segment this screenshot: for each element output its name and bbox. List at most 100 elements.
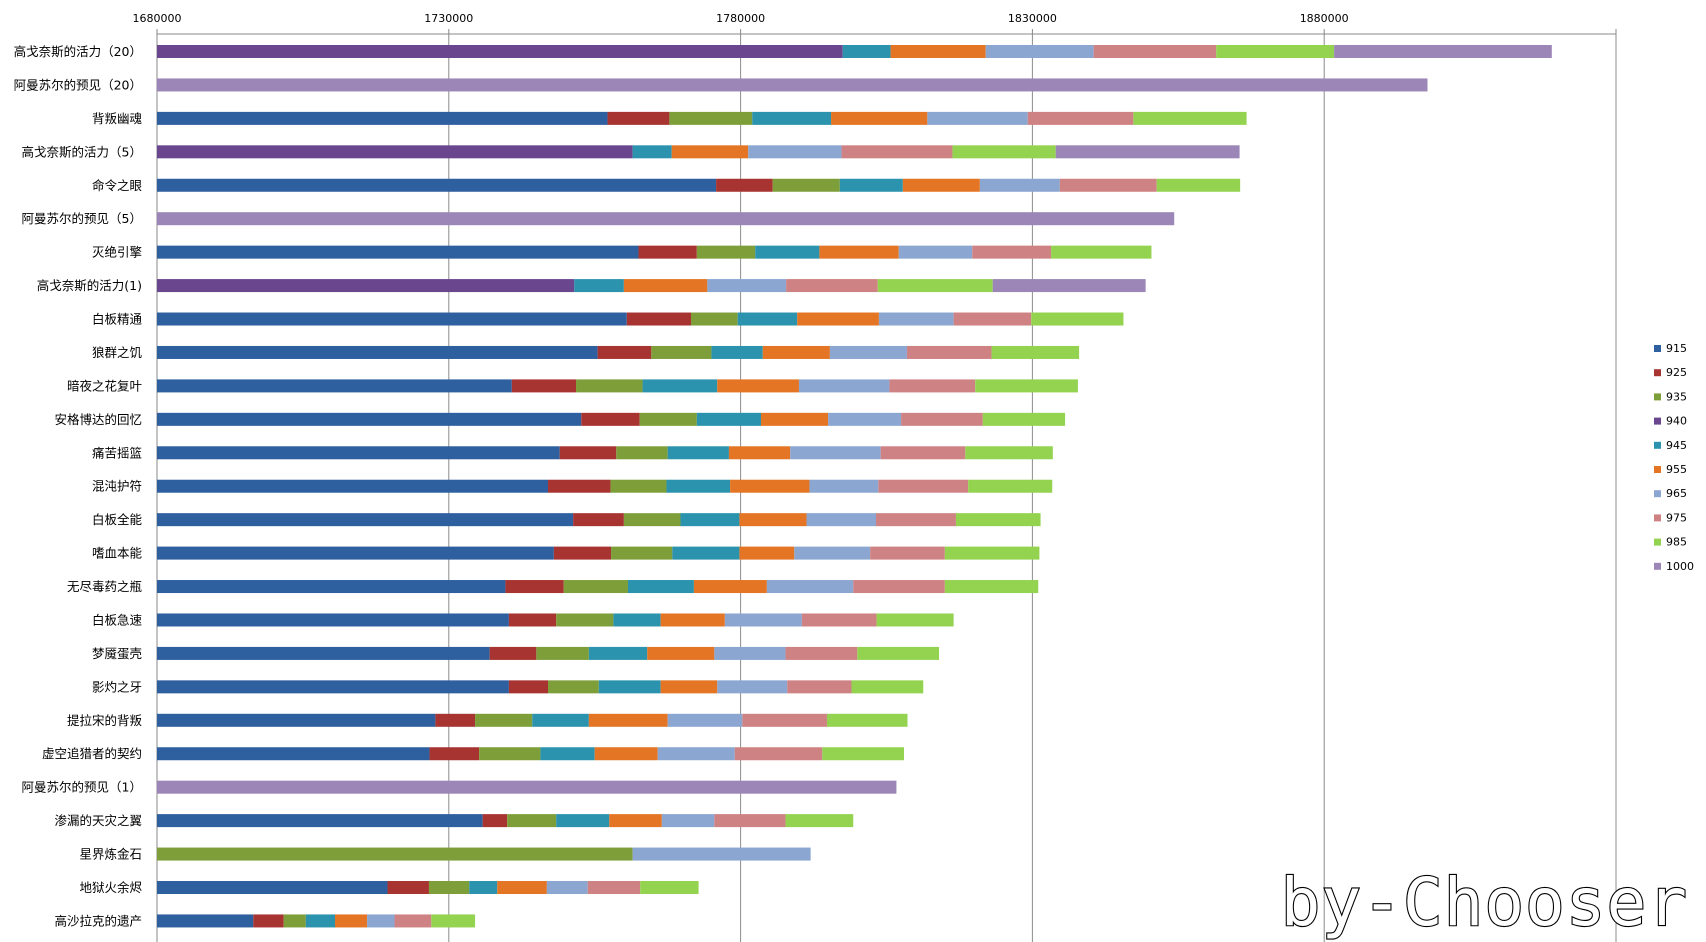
bar-segment-975 bbox=[394, 914, 432, 928]
category-label: 阿曼苏尔的预见（5） bbox=[22, 211, 142, 226]
bar-row bbox=[157, 245, 1152, 259]
bar-segment-985 bbox=[1216, 45, 1335, 58]
bar-row bbox=[157, 279, 1146, 293]
bar-segment-985 bbox=[944, 580, 1039, 594]
bar-segment-965 bbox=[724, 613, 802, 627]
bar-segment-935 bbox=[623, 513, 681, 527]
bar-segment-975 bbox=[870, 546, 945, 560]
bar-segment-935 bbox=[696, 245, 756, 259]
bar-row bbox=[157, 412, 1066, 426]
bar-segment-925 bbox=[435, 713, 476, 727]
bar-segment-915 bbox=[157, 881, 388, 894]
bar-segment-965 bbox=[809, 479, 879, 493]
bar-segment-945 bbox=[680, 513, 740, 527]
bar-row bbox=[157, 379, 1078, 393]
bar-segment-925 bbox=[482, 814, 508, 828]
bar-segment-1000 bbox=[157, 780, 897, 794]
category-label: 高戈奈斯的活力(1) bbox=[37, 278, 142, 293]
bar-segment-985 bbox=[944, 546, 1040, 560]
legend-label: 915 bbox=[1666, 342, 1687, 355]
bar-segment-945 bbox=[696, 412, 762, 426]
bar-segment-965 bbox=[828, 412, 902, 426]
bar-segment-935 bbox=[651, 345, 712, 359]
bar-segment-915 bbox=[157, 814, 483, 828]
bar-segment-955 bbox=[497, 881, 547, 894]
bar-segment-945 bbox=[588, 646, 648, 660]
legend-swatch bbox=[1654, 393, 1661, 401]
bar-segment-915 bbox=[157, 111, 608, 125]
bar-segment-985 bbox=[982, 412, 1066, 426]
bar-segment-965 bbox=[748, 145, 842, 159]
bar-segment-925 bbox=[607, 111, 670, 125]
bar-segment-975 bbox=[1093, 45, 1217, 58]
bar-segment-975 bbox=[786, 279, 878, 293]
bar-segment-945 bbox=[574, 279, 624, 293]
category-label: 高戈奈斯的活力（20） bbox=[14, 44, 142, 59]
bar-segment-975 bbox=[785, 646, 858, 660]
bar-segment-965 bbox=[794, 546, 871, 560]
bar-segment-965 bbox=[985, 45, 1094, 58]
bar-segment-925 bbox=[597, 345, 652, 359]
bar-segment-975 bbox=[787, 680, 852, 694]
bar-segment-935 bbox=[616, 446, 668, 460]
bar-segment-965 bbox=[898, 245, 973, 259]
category-label: 命令之眼 bbox=[92, 178, 143, 193]
bar-segment-975 bbox=[742, 713, 827, 727]
bar-segment-975 bbox=[972, 245, 1052, 259]
bar-segment-955 bbox=[739, 546, 795, 560]
bar-segment-965 bbox=[927, 111, 1028, 125]
bar-row bbox=[157, 312, 1124, 326]
bar-segment-945 bbox=[469, 881, 498, 894]
category-label: 白板精通 bbox=[92, 312, 143, 327]
bar-segment-955 bbox=[730, 479, 810, 493]
bar-segment-985 bbox=[826, 713, 908, 727]
category-label: 渗漏的天灾之翼 bbox=[54, 813, 142, 828]
category-label: 梦魇蛋壳 bbox=[92, 646, 142, 661]
bar-segment-940 bbox=[157, 45, 843, 58]
bar-segment-1000 bbox=[1055, 145, 1240, 159]
bar-segment-975 bbox=[734, 747, 823, 761]
category-label: 暗夜之花复叶 bbox=[67, 378, 143, 393]
category-label: 无尽毒药之瓶 bbox=[67, 579, 142, 594]
bar-segment-945 bbox=[672, 546, 740, 560]
category-label: 阿曼苏尔的预见（1） bbox=[22, 780, 142, 795]
x-tick-label: 1880000 bbox=[1300, 12, 1349, 25]
category-label: 痛苦摇篮 bbox=[92, 445, 142, 460]
bar-row bbox=[157, 111, 1247, 125]
bar-segment-925 bbox=[508, 680, 549, 694]
bar-segment-925 bbox=[581, 412, 640, 426]
bar-segment-955 bbox=[739, 513, 807, 527]
bar-segment-965 bbox=[766, 580, 854, 594]
bar-segment-965 bbox=[546, 881, 588, 894]
bar-segment-965 bbox=[667, 713, 743, 727]
bar-row bbox=[157, 780, 897, 794]
bar-segment-955 bbox=[762, 345, 830, 359]
bar-segment-985 bbox=[640, 881, 699, 894]
bar-segment-945 bbox=[598, 680, 661, 694]
category-label: 地狱火余烬 bbox=[79, 880, 142, 895]
bar-row bbox=[157, 446, 1053, 460]
bar-row bbox=[157, 546, 1040, 560]
bar-row bbox=[157, 580, 1039, 594]
bar-segment-975 bbox=[1027, 111, 1134, 125]
bar-segment-965 bbox=[798, 379, 890, 393]
bar-segment-955 bbox=[623, 279, 708, 293]
bar-segment-1000 bbox=[1334, 45, 1552, 58]
bar-segment-985 bbox=[1031, 312, 1124, 326]
legend-swatch bbox=[1654, 562, 1661, 570]
bar-row bbox=[157, 212, 1175, 226]
bar-segment-915 bbox=[157, 513, 574, 527]
bar-segment-945 bbox=[613, 613, 661, 627]
bar-segment-915 bbox=[157, 646, 490, 660]
bar-segment-945 bbox=[305, 914, 335, 928]
bar-segment-955 bbox=[831, 111, 928, 125]
bar-segment-915 bbox=[157, 747, 430, 761]
bar-segment-965 bbox=[367, 914, 395, 928]
watermark-text: by-Chooser bbox=[1280, 864, 1689, 941]
bar-segment-945 bbox=[839, 178, 903, 192]
legend-swatch bbox=[1654, 345, 1661, 352]
bar-segment-915 bbox=[157, 479, 549, 493]
bar-row bbox=[157, 847, 811, 861]
bar-segment-1000 bbox=[157, 212, 1175, 226]
bar-row bbox=[157, 345, 1080, 359]
